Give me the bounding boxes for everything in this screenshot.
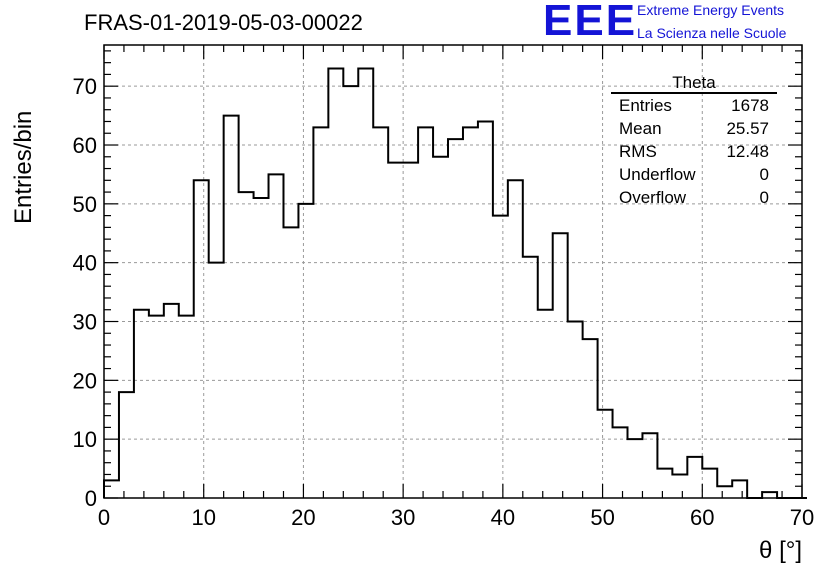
histogram-bin <box>553 233 568 498</box>
histogram-bin <box>343 86 358 498</box>
histogram-bin <box>433 157 448 498</box>
x-tick-label: 10 <box>191 505 215 530</box>
histogram-bin <box>418 127 433 498</box>
stats-label: Overflow <box>619 188 687 207</box>
plot-frame <box>103 44 803 499</box>
histogram-bin <box>194 180 209 498</box>
x-tick-label: 60 <box>690 505 714 530</box>
y-tick-label: 10 <box>73 427 97 452</box>
histogram-bin <box>598 410 613 498</box>
histogram-bin <box>732 480 747 498</box>
stats-row: Overflow 0 <box>611 186 777 209</box>
y-tick-label: 0 <box>85 486 97 511</box>
histogram-bin <box>508 180 523 498</box>
histogram-bin <box>254 198 269 498</box>
chart-title: FRAS-01-2019-05-03-00022 <box>84 10 363 35</box>
histogram-bin <box>269 174 284 498</box>
histogram-bin <box>149 316 164 498</box>
y-tick-label: 70 <box>73 74 97 99</box>
stats-label: Underflow <box>619 165 696 184</box>
histogram-bin <box>104 480 119 498</box>
histogram-bin <box>388 163 403 498</box>
histogram-outline <box>103 67 807 499</box>
histogram-bin <box>358 69 373 498</box>
histogram-bin <box>403 163 418 498</box>
y-tick-label: 50 <box>73 192 97 217</box>
stats-row: Entries 1678 <box>611 94 777 117</box>
histogram-bin <box>209 263 224 498</box>
stats-value: 0 <box>759 165 769 184</box>
histogram-bin <box>583 339 598 498</box>
histogram-bin <box>672 474 687 498</box>
histogram-bin <box>657 469 672 498</box>
histogram-bin <box>717 486 732 498</box>
stats-value: 1678 <box>731 96 769 115</box>
stats-label: RMS <box>619 142 657 161</box>
histogram-bin <box>164 304 179 498</box>
histogram-bin <box>448 139 463 498</box>
logo-line-2: La Scienza nelle Scuole <box>637 25 787 41</box>
histogram-bin <box>463 127 478 498</box>
x-tick-label: 40 <box>491 505 515 530</box>
histogram-bin <box>283 227 298 498</box>
stats-row: Underflow 0 <box>611 163 777 186</box>
y-tick-label: 20 <box>73 368 97 393</box>
histogram-bin <box>687 457 702 498</box>
x-tick-label: 20 <box>291 505 315 530</box>
histogram-bin <box>613 427 628 498</box>
logo-line-1: Extreme Energy Events <box>637 2 785 18</box>
x-tick-label: 30 <box>391 505 415 530</box>
histogram-bin <box>298 204 313 498</box>
stats-value: 12.48 <box>726 142 769 161</box>
x-tick-label: 70 <box>790 505 814 530</box>
histogram-bin <box>239 192 254 498</box>
histogram-bin <box>313 127 328 498</box>
histogram-bin <box>373 127 388 498</box>
x-tick-label: 0 <box>98 505 110 530</box>
stats-box: Theta Entries 1678 Mean 25.57 RMS 12.48 Und… <box>611 73 777 209</box>
eee-logo: EEE <box>543 0 638 45</box>
histogram-bin <box>642 433 657 498</box>
histogram-bin <box>523 257 538 498</box>
histogram-bin <box>119 392 134 498</box>
histogram-bin <box>224 116 239 498</box>
histogram-bin <box>702 469 717 498</box>
histogram-bin <box>538 310 553 498</box>
histogram-bin <box>478 121 493 498</box>
x-tick-label: 50 <box>590 505 614 530</box>
histogram-bin <box>328 69 343 498</box>
histogram-bin <box>493 216 508 498</box>
histogram-bin <box>179 316 194 498</box>
histogram-bin <box>134 310 149 498</box>
stats-title: Theta <box>611 73 777 94</box>
stats-label: Mean <box>619 119 662 138</box>
y-tick-label: 60 <box>73 133 97 158</box>
histogram-bin <box>628 439 643 498</box>
y-tick-label: 30 <box>73 310 97 335</box>
stats-value: 0 <box>759 188 769 207</box>
x-axis-label: θ [°] <box>759 537 802 564</box>
stats-row: Mean 25.57 <box>611 117 777 140</box>
stats-label: Entries <box>619 96 672 115</box>
y-axis-label: Entries/bin <box>10 110 37 224</box>
histogram-bin <box>568 322 583 498</box>
stats-row: RMS 12.48 <box>611 140 777 163</box>
stats-value: 25.57 <box>726 119 769 138</box>
y-tick-label: 40 <box>73 251 97 276</box>
